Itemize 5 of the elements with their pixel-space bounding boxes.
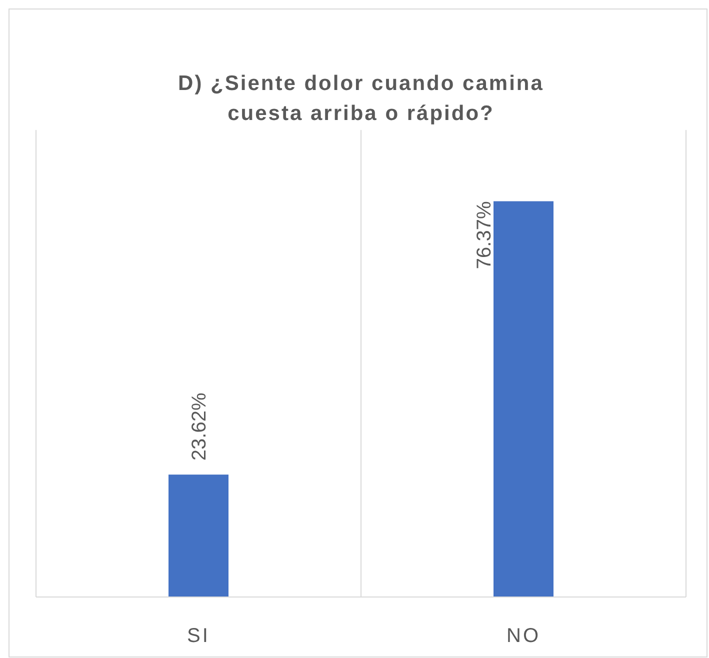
x-tick-label: SI: [187, 625, 210, 647]
x-tick-label: NO: [506, 625, 540, 647]
chart-title: D) ¿Siente dolor cuando camina cuesta arriba o rápido?: [178, 72, 544, 125]
data-label: 76.37%: [474, 201, 496, 270]
data-label: 23.62%: [188, 392, 210, 461]
